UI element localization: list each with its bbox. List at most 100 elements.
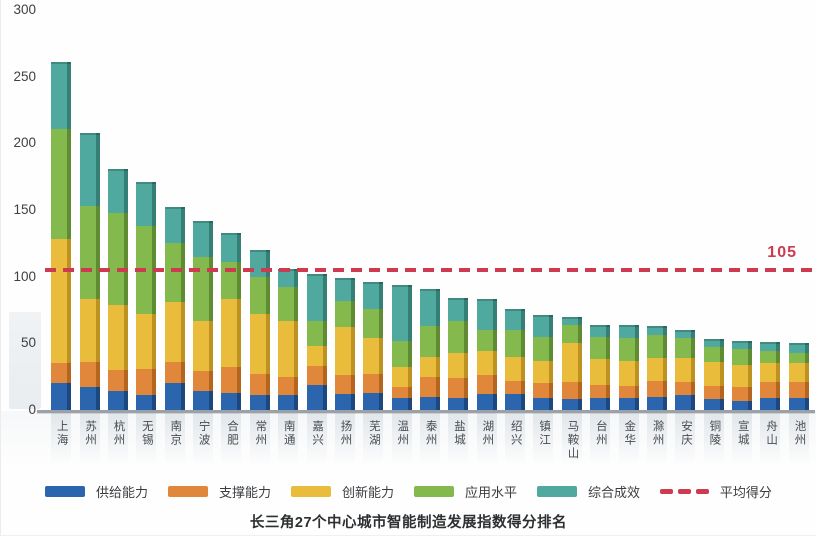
- segment-comprehensive: [561, 316, 582, 325]
- x-axis-label: 南通: [282, 420, 295, 447]
- segment-support: [334, 375, 355, 394]
- bar-reflection: [107, 413, 128, 465]
- x-axis-label: 安庆: [679, 420, 692, 447]
- segment-application: [278, 287, 299, 321]
- segment-application: [675, 338, 696, 359]
- segment-application: [788, 352, 809, 364]
- x-axis-label: 绍兴: [509, 420, 522, 447]
- bar-18: [533, 315, 554, 410]
- bar-24: [703, 339, 724, 410]
- segment-application: [249, 276, 270, 315]
- segment-supply: [476, 394, 497, 410]
- segment-comprehensive: [646, 326, 667, 336]
- segment-comprehensive: [278, 268, 299, 288]
- bar-10: [306, 274, 327, 410]
- bar-12: [363, 282, 384, 410]
- bar-reflection: [334, 413, 355, 465]
- segment-supply: [306, 384, 327, 410]
- segment-support: [420, 376, 440, 397]
- legend-label: 供给能力: [96, 485, 149, 500]
- segment-comprehensive: [79, 132, 100, 207]
- bar-reflection: [476, 413, 497, 465]
- legend-swatch-supply: [45, 486, 85, 497]
- segment-innovation: [334, 327, 355, 376]
- bar-1: [51, 62, 72, 410]
- segment-innovation: [618, 360, 639, 386]
- y-tick-label: 300: [13, 2, 36, 17]
- segment-support: [249, 374, 270, 396]
- segment-support: [107, 370, 128, 392]
- plot-area: 105: [45, 10, 816, 410]
- segment-supply: [420, 396, 440, 410]
- segment-application: [107, 212, 128, 305]
- x-axis-label: 宣城: [736, 420, 749, 447]
- x-axis-label: 滁州: [651, 420, 664, 447]
- segment-support: [788, 382, 809, 398]
- bar-11: [334, 278, 355, 410]
- segment-supply: [278, 395, 299, 410]
- x-axis-label: 铜陵: [708, 420, 721, 447]
- x-axis-label: 舟山: [765, 420, 778, 447]
- segment-support: [448, 378, 469, 398]
- segment-support: [533, 383, 554, 398]
- segment-support: [590, 384, 611, 398]
- y-tick-label: 0: [28, 402, 36, 417]
- segment-application: [732, 348, 753, 365]
- segment-comprehensive: [164, 207, 185, 244]
- bar-reflection: [675, 413, 696, 465]
- x-axis-label: 杭州: [112, 420, 125, 447]
- segment-comprehensive: [221, 232, 242, 263]
- segment-supply: [590, 398, 611, 410]
- segment-innovation: [788, 363, 809, 382]
- segment-application: [590, 336, 611, 360]
- bar-reflection: [590, 413, 611, 465]
- segment-application: [391, 340, 412, 368]
- segment-comprehensive: [420, 288, 440, 327]
- bar-6: [193, 220, 214, 410]
- segment-innovation: [732, 364, 753, 388]
- x-axis-label: 盐城: [452, 420, 465, 447]
- bar-reflection: [51, 413, 72, 465]
- segment-application: [533, 336, 554, 361]
- bar-reflection: [306, 413, 327, 465]
- bar-9: [278, 268, 299, 410]
- segment-support: [79, 362, 100, 388]
- segment-application: [760, 351, 781, 364]
- x-axis-label: 镇江: [538, 420, 551, 447]
- y-axis-labels: 0 50 100 150 200 250 300: [1, 2, 39, 417]
- segment-comprehensive: [107, 168, 128, 213]
- segment-innovation: [107, 304, 128, 371]
- segment-comprehensive: [363, 282, 384, 309]
- legend-item-innovation: 创新能力: [290, 482, 394, 501]
- segment-support: [136, 368, 157, 396]
- segment-supply: [193, 391, 214, 410]
- x-axis-labels: 上海 苏州 杭州 无锡 南京 宁波 合肥 常州 南通 嘉兴 扬州 芜湖 温州 泰州 盐城 湖州 绍兴 镇江 马鞍山 台…: [47, 420, 813, 472]
- segment-innovation: [533, 360, 554, 384]
- x-axis-label: 上海: [55, 420, 68, 447]
- bar-reflection: [533, 413, 554, 465]
- bar-25: [732, 340, 753, 410]
- bar-reflection: [505, 413, 526, 465]
- x-axis-label: 常州: [254, 420, 267, 447]
- bar-8: [249, 250, 270, 410]
- x-axis-label: 温州: [396, 420, 409, 447]
- segment-comprehensive: [590, 324, 611, 337]
- x-axis-label: 南京: [169, 420, 182, 447]
- segment-application: [193, 256, 214, 321]
- x-axis-label: 芜湖: [367, 420, 380, 447]
- segment-comprehensive: [732, 340, 753, 349]
- segment-comprehensive: [533, 315, 554, 337]
- bar-15: [448, 298, 469, 410]
- segment-comprehensive: [391, 284, 412, 341]
- segment-supply: [79, 387, 100, 410]
- segment-support: [703, 386, 724, 400]
- segment-supply: [760, 398, 781, 410]
- segment-innovation: [278, 320, 299, 377]
- segment-innovation: [505, 356, 526, 381]
- bar-14: [420, 288, 440, 410]
- segment-support: [164, 362, 185, 384]
- segment-innovation: [760, 363, 781, 382]
- chart-legend: 供给能力 支撑能力 创新能力 应用水平 综合成效 平均得分: [45, 482, 772, 501]
- segment-support: [363, 374, 384, 393]
- segment-innovation: [391, 367, 412, 388]
